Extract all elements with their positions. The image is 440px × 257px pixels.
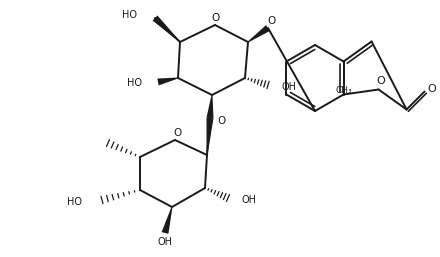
Text: O: O — [218, 116, 226, 126]
Polygon shape — [248, 25, 270, 42]
Text: HO: HO — [122, 10, 137, 20]
Polygon shape — [206, 118, 213, 155]
Text: HO: HO — [67, 197, 82, 207]
Text: O: O — [212, 13, 220, 23]
Text: OH: OH — [241, 195, 256, 205]
Text: OH: OH — [158, 237, 172, 247]
Text: O: O — [267, 16, 275, 26]
Polygon shape — [158, 78, 178, 85]
Text: O: O — [173, 128, 181, 138]
Text: O: O — [376, 77, 385, 87]
Text: HO: HO — [127, 78, 142, 88]
Polygon shape — [153, 15, 180, 42]
Text: O: O — [427, 85, 436, 95]
Text: OH: OH — [282, 82, 297, 92]
Polygon shape — [161, 207, 172, 234]
Text: CH₃: CH₃ — [335, 86, 352, 95]
Polygon shape — [206, 95, 213, 118]
